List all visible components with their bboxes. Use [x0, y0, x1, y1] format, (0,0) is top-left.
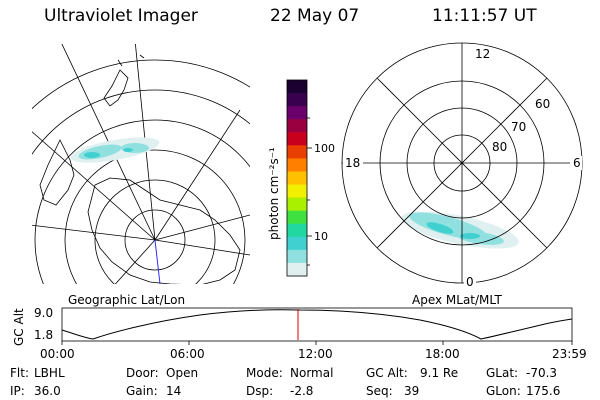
- orbit-xtick-1200: 12:00: [298, 347, 333, 361]
- aurora-emission-right: [401, 211, 519, 249]
- glat-key: GLat:: [486, 366, 518, 380]
- glat-value: -70.3: [526, 366, 557, 380]
- colorbar-unit-label: photon cm⁻²s⁻¹: [267, 147, 281, 240]
- dsp-value: -2.8: [290, 384, 313, 398]
- filter-key: Flt:: [10, 366, 29, 380]
- color-bar-segment: [287, 93, 307, 107]
- mlat-label-60: 60: [535, 97, 550, 111]
- seq-value: 39: [404, 384, 419, 398]
- color-bar-segment: [287, 197, 307, 212]
- gc-alt-value: 9.1 Re: [420, 366, 458, 380]
- color-bar-segment: [287, 210, 307, 225]
- color-bar-segment: [287, 80, 307, 94]
- terminator-line: [154, 239, 161, 284]
- apex-map-label: Apex MLat/MLT: [412, 293, 502, 307]
- orbit-ytick-9: 9.0: [34, 306, 53, 320]
- colorbar-tick-100: 100: [314, 142, 335, 155]
- orbit-xtick-1800: 18:00: [425, 347, 460, 361]
- glon-value: 175.6: [526, 384, 560, 398]
- color-bar-segment: [287, 236, 307, 251]
- color-bar: [287, 80, 307, 277]
- door-key: Door:: [126, 366, 159, 380]
- color-bar-segment: [287, 106, 307, 120]
- mlt-label-12: 12: [475, 47, 490, 61]
- mode-value: Normal: [290, 366, 333, 380]
- filter-value: LBHL: [34, 366, 65, 380]
- mlat-label-70: 70: [511, 120, 526, 134]
- glon-key: GLon:: [486, 384, 521, 398]
- colorbar-tick-10: 10: [314, 230, 328, 243]
- footer-row-2: IP: 36.0 Gain: 14 Dsp: -2.8 Seq: 39 GLon…: [10, 384, 560, 398]
- instrument-title: Ultraviolet Imager: [44, 6, 198, 26]
- aurora-emission-left: [70, 137, 160, 163]
- orbit-ytick-1-8: 1.8: [34, 328, 53, 342]
- orbit-xtick-0000: 00:00: [40, 347, 75, 361]
- gc-alt-key: GC Alt:: [366, 366, 408, 380]
- color-bar-segment: [287, 119, 307, 133]
- color-bar-segment: [287, 184, 307, 199]
- mlat-label-80: 80: [492, 140, 507, 154]
- ip-value: 36.0: [34, 384, 61, 398]
- color-bar-segment: [287, 158, 307, 172]
- footer-row-1: Flt: LBHL Door: Open Mode: Normal GC Alt…: [10, 366, 557, 380]
- orbit-xtick-2359: 23:59: [552, 347, 587, 361]
- orbit-altitude-curve: [61, 309, 573, 340]
- dsp-key: Dsp:: [246, 384, 273, 398]
- gain-key: Gain:: [126, 384, 158, 398]
- coastlines: [39, 54, 241, 284]
- ip-key: IP:: [10, 384, 25, 398]
- door-value: Open: [166, 366, 198, 380]
- geographic-map-label: Geographic Lat/Lon: [68, 293, 185, 307]
- orbit-xtick-0600: 06:00: [170, 347, 205, 361]
- color-bar-segment: [287, 171, 307, 186]
- gain-value: 14: [166, 384, 181, 398]
- apex-map: 12 18 6 0 60 70 80: [341, 42, 583, 289]
- mlt-label-0: 0: [466, 275, 474, 289]
- color-bar-segment: [287, 145, 307, 159]
- time-label: 11:11:57 UT: [432, 6, 537, 26]
- color-bar-segment: [287, 132, 307, 146]
- mlt-label-18: 18: [345, 156, 360, 170]
- color-bar-frame: [286, 79, 308, 277]
- orbit-plot: 9.0 1.8 GC Alt 00:00 06:00 12:00 18:00 2…: [12, 306, 587, 361]
- mode-key: Mode:: [246, 366, 283, 380]
- date-label: 22 May 07: [270, 6, 360, 26]
- color-bar-segment: [287, 223, 307, 238]
- color-bar-segment: [287, 262, 307, 277]
- geographic-map: [32, 44, 250, 284]
- seq-key: Seq:: [366, 384, 393, 398]
- color-bar-segment: [287, 249, 307, 264]
- orbit-ylabel: GC Alt: [12, 308, 26, 346]
- mlt-label-6: 6: [573, 156, 581, 170]
